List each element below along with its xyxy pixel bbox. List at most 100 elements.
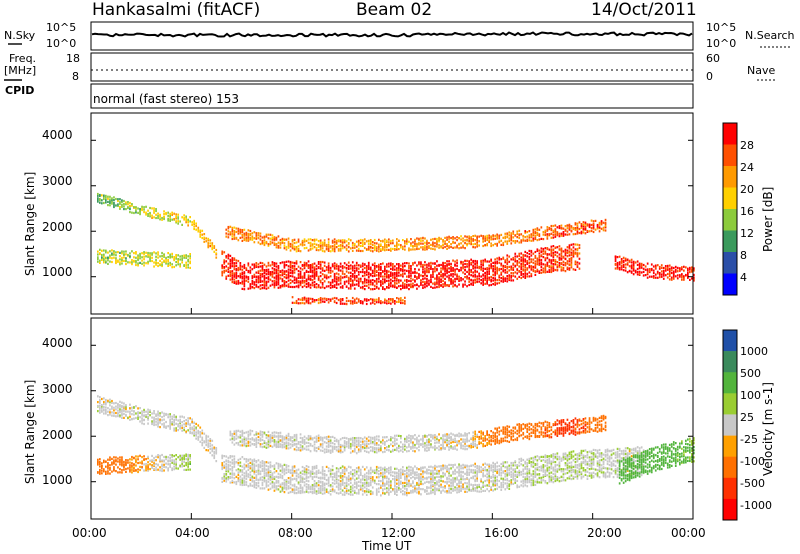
cell-2	[349, 481, 352, 484]
cell-2	[223, 271, 226, 274]
cell-2	[319, 263, 322, 266]
cell-2	[295, 475, 298, 478]
cell-3	[369, 242, 372, 245]
cell-1	[185, 264, 187, 267]
cell-0	[173, 429, 175, 432]
cell-3	[317, 245, 320, 248]
cell-3	[333, 245, 336, 249]
cell-3	[602, 226, 605, 229]
cell-0	[175, 213, 177, 216]
cell-0	[107, 410, 109, 413]
cell-2	[544, 259, 547, 262]
cell-3	[450, 236, 452, 240]
cell-0	[169, 212, 171, 215]
cell-2	[450, 269, 452, 273]
cell-3	[526, 231, 529, 234]
cell-2	[378, 277, 380, 280]
cell-2	[283, 271, 286, 274]
cell-2	[428, 476, 430, 479]
cell-2	[293, 261, 296, 265]
cell-1	[119, 251, 121, 254]
cell-2	[263, 287, 266, 290]
cell-2	[408, 468, 410, 471]
cell-0	[177, 213, 179, 216]
cell-0	[177, 217, 179, 220]
cell-3	[390, 242, 392, 245]
cell-0	[153, 216, 155, 219]
cell-1	[101, 253, 103, 257]
cell-0	[175, 429, 177, 432]
cell-0	[185, 221, 187, 224]
cell-2	[390, 468, 392, 471]
cell-3	[532, 233, 535, 236]
cell-2	[424, 270, 426, 273]
cell-3	[295, 247, 298, 250]
cell-2	[337, 278, 340, 282]
cell-1	[131, 464, 133, 467]
cell-3	[367, 242, 370, 245]
cell-0	[121, 404, 123, 408]
cell-0	[123, 410, 125, 413]
cell-3	[550, 229, 553, 232]
cell-2	[446, 269, 448, 272]
cell-2	[442, 272, 444, 276]
cell-3	[496, 235, 498, 238]
cell-2	[432, 268, 434, 271]
cell-3	[584, 221, 587, 224]
cell-2	[482, 280, 484, 283]
cell-2	[404, 285, 406, 288]
freq-label: Freq.	[9, 52, 37, 65]
cell-3	[416, 242, 418, 245]
cell-0	[103, 400, 105, 404]
cell-2	[365, 481, 368, 484]
cell-2	[259, 261, 262, 264]
cell-1	[145, 467, 147, 470]
cell-3	[327, 243, 330, 246]
cell-3	[428, 242, 430, 245]
cell-3	[289, 249, 292, 252]
cell-3	[536, 239, 539, 242]
cell-2	[337, 269, 340, 272]
cell-2	[333, 475, 336, 479]
cell-3	[440, 245, 442, 248]
cell-3	[237, 227, 240, 230]
cell-2	[253, 281, 256, 284]
cell-2	[297, 487, 300, 490]
cell-2	[430, 487, 432, 490]
cell-3	[544, 233, 547, 237]
cell-5	[630, 261, 633, 264]
cell-2	[331, 490, 334, 493]
cell-5	[668, 270, 671, 273]
cell-3	[361, 241, 364, 244]
cell-2	[355, 269, 358, 272]
cell-2	[430, 484, 432, 487]
cell-2	[247, 287, 250, 290]
cell-3	[341, 244, 344, 247]
cell-3	[508, 239, 511, 243]
cell-2	[564, 257, 567, 260]
cell-2	[225, 462, 228, 466]
cell-0	[109, 198, 111, 201]
cell-2	[422, 270, 424, 274]
cell-2	[444, 284, 446, 287]
cell-1	[175, 467, 177, 470]
cell-1	[137, 470, 139, 474]
cell-1	[175, 254, 177, 257]
cell-2	[416, 287, 418, 290]
cell-2	[442, 285, 444, 288]
cell-1	[141, 262, 143, 265]
cell-2	[412, 482, 414, 485]
cell-2	[373, 287, 376, 290]
cell-3	[386, 248, 388, 251]
cell-3	[582, 227, 585, 230]
cell-3	[382, 247, 384, 250]
cell-4	[373, 298, 376, 301]
cell-2	[474, 266, 476, 269]
cell-3	[416, 245, 418, 248]
cell-3	[456, 239, 458, 242]
cell-2	[221, 462, 224, 465]
cell-3	[516, 236, 519, 239]
cell-2	[450, 262, 452, 265]
cell-0	[155, 213, 157, 216]
cell-2	[390, 271, 392, 274]
